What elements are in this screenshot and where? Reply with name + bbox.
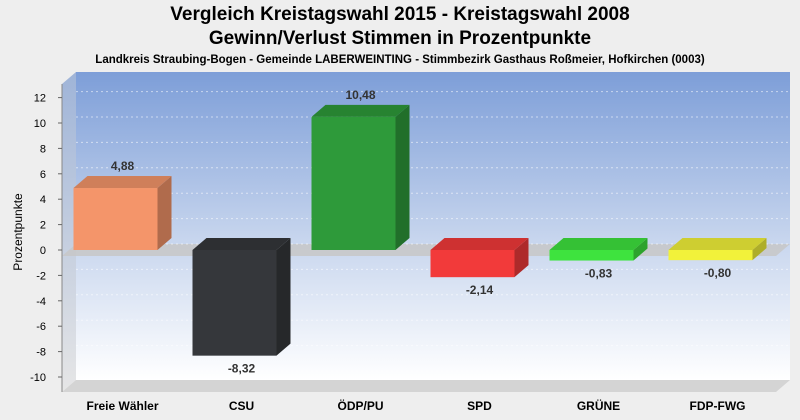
bar-front	[311, 116, 396, 251]
bar-top	[311, 104, 410, 117]
y-tick-label: 6	[40, 169, 46, 181]
bar-front	[430, 250, 515, 278]
y-tick-label: 12	[34, 93, 46, 105]
bar-6	[668, 238, 767, 261]
category-label-6: FDP-FWG	[690, 399, 746, 413]
y-tick-label: -8	[36, 347, 46, 359]
y-tick-label: -6	[36, 321, 46, 333]
bar-5	[549, 238, 648, 261]
bar-top	[192, 238, 291, 250]
category-label-3: ÖDP/PU	[337, 398, 383, 413]
bar-side	[395, 104, 410, 251]
data-label-3: 10,48	[345, 88, 375, 102]
plot-side-wall	[62, 72, 76, 392]
bar-top	[549, 238, 648, 250]
bar-side	[514, 238, 529, 278]
plot-back-wall	[76, 72, 790, 380]
data-label-5: -0,83	[585, 267, 613, 281]
bar-1	[73, 176, 172, 250]
bar-3	[311, 104, 410, 251]
category-label-2: CSU	[229, 399, 254, 413]
bar-front	[549, 250, 634, 261]
y-tick-label: 8	[40, 143, 46, 155]
bar-side	[633, 238, 648, 261]
chart-caption: Landkreis Straubing-Bogen - Gemeinde LAB…	[95, 54, 705, 66]
data-label-4: -2,14	[466, 283, 494, 297]
bar-front	[73, 188, 158, 250]
bar-top	[73, 176, 172, 189]
y-tick-label: 10	[34, 118, 46, 130]
y-axis-label: Prozentpunkte	[11, 193, 25, 271]
bar-side	[157, 176, 172, 250]
bar-top	[430, 238, 529, 250]
category-label-1: Freie Wähler	[86, 399, 158, 413]
y-tick-label: 2	[40, 220, 46, 232]
y-tick-label: -4	[36, 296, 46, 308]
y-tick-label: -10	[30, 372, 46, 384]
bar-front	[192, 250, 277, 356]
data-label-1: 4,88	[111, 159, 135, 173]
category-label-4: SPD	[467, 399, 492, 413]
bar-4	[430, 238, 529, 278]
bar-side	[276, 238, 291, 356]
y-tick-label: 0	[40, 245, 46, 257]
plot-floor	[62, 380, 790, 392]
data-label-2: -8,32	[228, 362, 256, 376]
bar-front	[668, 250, 753, 261]
chart-subtitle: Gewinn/Verlust Stimmen in Prozentpunkte	[208, 28, 592, 49]
chart-title: Vergleich Kreistagswahl 2015 - Kreistags…	[170, 4, 630, 25]
bar-side	[752, 238, 767, 261]
y-tick-label: 4	[40, 194, 46, 206]
data-label-6: -0,80	[704, 266, 732, 280]
category-label-5: GRÜNE	[577, 398, 620, 413]
bar-2	[192, 238, 291, 356]
bar-top	[668, 238, 767, 250]
y-tick-label: -2	[36, 270, 46, 282]
